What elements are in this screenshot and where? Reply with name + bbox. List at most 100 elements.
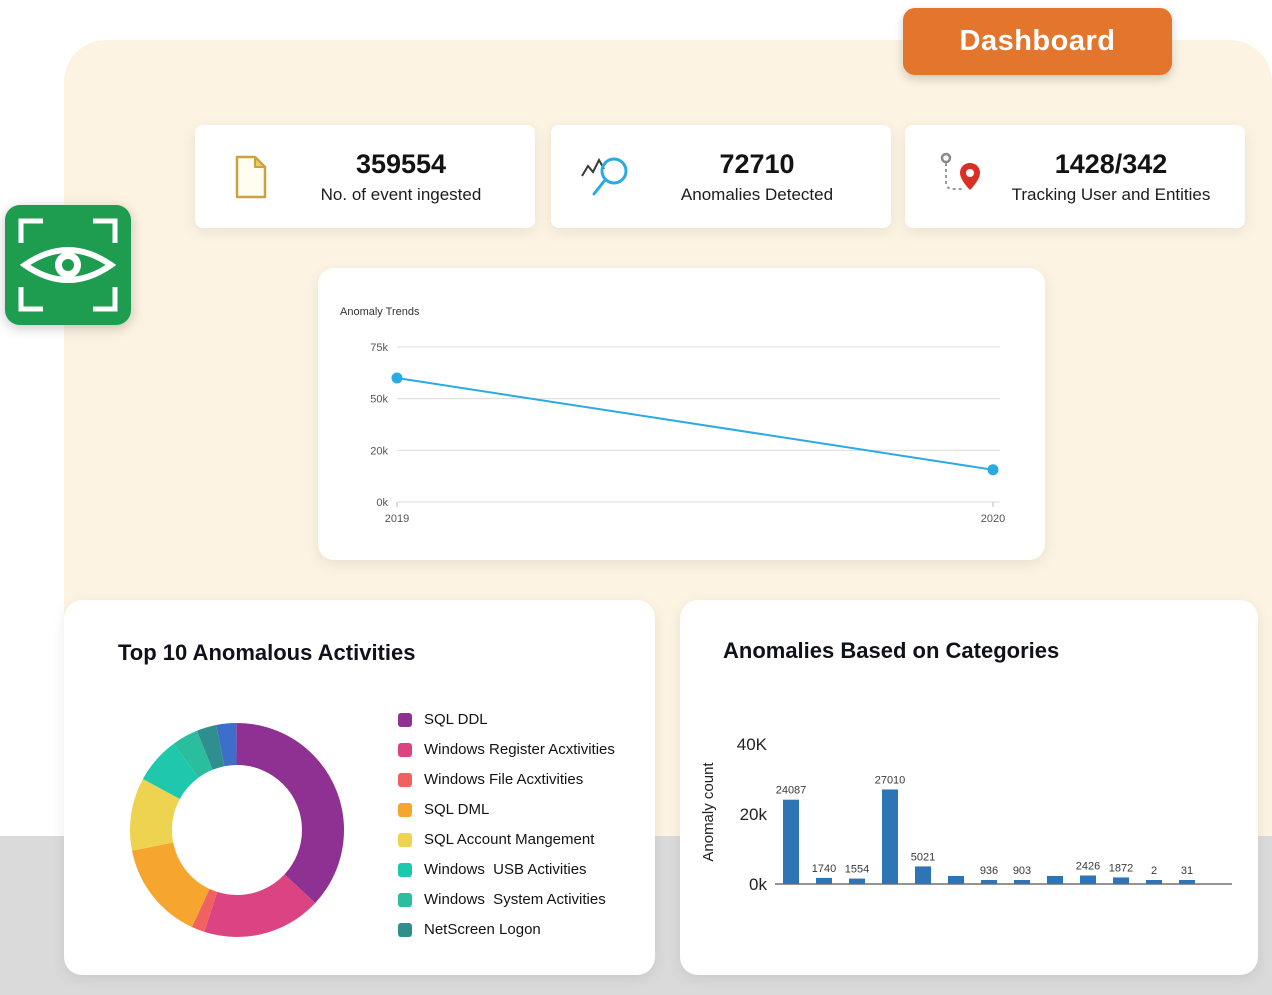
bar bbox=[1014, 880, 1030, 884]
legend-item: SQL DML bbox=[398, 801, 615, 818]
legend-label: SQL Account Mangement bbox=[424, 831, 595, 848]
y-tick-label: 0k bbox=[749, 875, 767, 894]
stat-label: Tracking User and Entities bbox=[1011, 184, 1211, 204]
x-tick-label: 2019 bbox=[385, 513, 409, 525]
categories-card: Anomalies Based on Categories Anomaly co… bbox=[680, 600, 1258, 975]
bar-value-label: 1872 bbox=[1109, 862, 1133, 874]
eye-scan-icon-svg bbox=[5, 205, 131, 325]
bar-value-label: 31 bbox=[1181, 865, 1193, 877]
y-tick-label: 40K bbox=[737, 735, 768, 754]
top10-activities-card: Top 10 Anomalous Activities SQL DDL Windo… bbox=[64, 600, 655, 975]
y-tick-label: 20k bbox=[740, 805, 768, 824]
bar-value-label: 2426 bbox=[1076, 861, 1100, 873]
top10-title: Top 10 Anomalous Activities bbox=[118, 640, 416, 665]
y-tick-label: 20k bbox=[370, 445, 388, 457]
bar bbox=[1179, 880, 1195, 884]
bar bbox=[948, 875, 964, 884]
stat-label: Anomalies Detected bbox=[680, 184, 834, 204]
bar-value-label: 936 bbox=[980, 865, 998, 877]
stat-content: 1428/342 Tracking User and Entities bbox=[997, 149, 1225, 205]
anomaly-trends-line-chart: 0k 20k 50k 75k 2019 2020 bbox=[370, 342, 1005, 525]
bar bbox=[1080, 875, 1096, 884]
bar-value-label: 1554 bbox=[845, 864, 869, 876]
magnifier-lens bbox=[600, 157, 628, 184]
legend-item: NetScreen Logon bbox=[398, 921, 615, 938]
data-point bbox=[391, 372, 403, 384]
bar-value-label: 24087 bbox=[776, 785, 807, 797]
stat-value: 1428/342 bbox=[1054, 148, 1168, 179]
bar-value-label: 2 bbox=[1151, 865, 1157, 877]
dashboard-tab-label: Dashboard bbox=[959, 25, 1116, 57]
y-tick-label: 75k bbox=[370, 342, 388, 354]
legend-label: Windows USB Activities bbox=[424, 861, 587, 878]
data-point bbox=[987, 464, 999, 476]
legend-label: Windows System Activities bbox=[424, 891, 606, 908]
trend-zigzag bbox=[581, 157, 605, 177]
stat-label: No. of event ingested bbox=[320, 184, 482, 204]
top10-donut-chart bbox=[130, 723, 344, 937]
document-icon bbox=[215, 155, 287, 199]
legend-swatch bbox=[398, 832, 412, 847]
stat-content: 72710 Anomalies Detected bbox=[643, 149, 871, 205]
bar-value-label: 903 bbox=[1013, 865, 1031, 877]
trend-chart-title: Anomaly Trends bbox=[340, 306, 420, 318]
bar bbox=[882, 789, 898, 884]
bar bbox=[981, 880, 997, 884]
legend-item: Windows File Acxtivities bbox=[398, 771, 615, 788]
y-tick-label: 50k bbox=[370, 394, 388, 406]
bar-value-label: 27010 bbox=[875, 774, 906, 786]
legend-swatch bbox=[398, 742, 412, 757]
legend-swatch bbox=[398, 892, 412, 907]
donut-legend: SQL DDL Windows Register Acxtivities Windo… bbox=[398, 711, 615, 938]
tracking-pin-icon bbox=[925, 151, 997, 203]
stat-card-events-ingested: 359554 No. of event ingested bbox=[195, 125, 535, 228]
legend-item: SQL DDL bbox=[398, 711, 615, 728]
bar-value-label: 1740 bbox=[812, 863, 836, 875]
legend-label: Windows File Acxtivities bbox=[424, 771, 584, 788]
stat-content: 359554 No. of event ingested bbox=[287, 149, 515, 205]
legend-swatch bbox=[398, 712, 412, 727]
eye-pupil bbox=[62, 259, 74, 271]
stat-card-anomalies-detected: 72710 Anomalies Detected bbox=[551, 125, 891, 228]
route-path bbox=[945, 162, 962, 190]
legend-swatch bbox=[398, 922, 412, 937]
legend-item: Windows Register Acxtivities bbox=[398, 741, 615, 758]
bar bbox=[1047, 875, 1063, 884]
legend-swatch bbox=[398, 772, 412, 787]
route-start-dot bbox=[940, 152, 952, 163]
bar bbox=[1146, 880, 1162, 884]
bar bbox=[816, 877, 832, 884]
corner-bracket bbox=[18, 287, 43, 312]
legend-swatch bbox=[398, 862, 412, 877]
legend-item: SQL Account Mangement bbox=[398, 831, 615, 848]
bar bbox=[1113, 877, 1129, 884]
tracking-pin-icon-svg bbox=[940, 152, 980, 190]
legend-label: SQL DML bbox=[424, 801, 490, 818]
stat-value: 72710 bbox=[719, 148, 795, 179]
bar-value-label: 5021 bbox=[911, 851, 935, 863]
dashboard-tab[interactable]: Dashboard bbox=[903, 8, 1172, 75]
corner-bracket bbox=[93, 218, 118, 243]
donut-segment bbox=[130, 723, 344, 937]
x-tick-label: 2020 bbox=[981, 513, 1005, 525]
legend-item: Windows USB Activities bbox=[398, 861, 615, 878]
corner-bracket bbox=[18, 218, 43, 243]
bar bbox=[783, 799, 799, 884]
trend-line bbox=[396, 377, 994, 471]
magnifier-handle bbox=[592, 178, 607, 195]
corner-bracket bbox=[93, 287, 118, 312]
legend-label: NetScreen Logon bbox=[424, 921, 541, 938]
eye-outline bbox=[19, 247, 117, 283]
legend-item: Windows System Activities bbox=[398, 891, 615, 908]
legend-label: SQL DDL bbox=[424, 711, 488, 728]
stat-value: 359554 bbox=[355, 148, 447, 179]
bar bbox=[915, 866, 931, 884]
categories-bar-chart: 0k 20k 40K 24087 1740 1554 27010 5021 936 903 2426… bbox=[737, 735, 1232, 894]
donut-segment bbox=[130, 723, 344, 937]
eye-scan-icon bbox=[5, 205, 131, 325]
stat-card-tracking-users: 1428/342 Tracking User and Entities bbox=[905, 125, 1245, 228]
anomaly-search-icon-svg bbox=[581, 157, 628, 195]
map-pin-hole bbox=[966, 168, 974, 177]
categories-title: Anomalies Based on Categories bbox=[723, 638, 1060, 663]
